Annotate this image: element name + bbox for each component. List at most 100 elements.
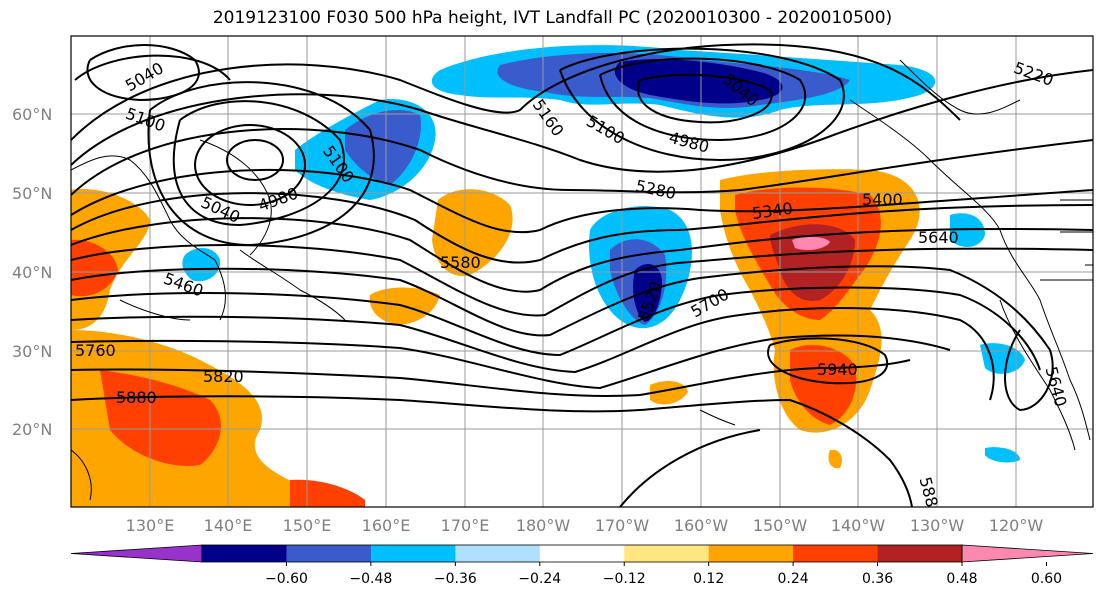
lon-label-160w: 160°W	[674, 516, 729, 535]
contour-label-5040-b: 5040	[198, 192, 243, 226]
contour-5400	[71, 192, 1093, 264]
lon-label-130w: 130°W	[910, 516, 965, 535]
pos-region-speck-1	[650, 380, 688, 405]
colorbar-segment	[286, 545, 372, 562]
contour-5520	[71, 244, 1093, 317]
contour-label-4980-b: 4980	[667, 128, 711, 157]
contour-label-5880: 5880	[116, 388, 157, 407]
contour-label-5580: 5580	[440, 253, 481, 272]
longitude-labels: 130°E 140°E 150°E 160°E 170°E 180°W 170°…	[126, 516, 1044, 535]
colorbar-segment	[539, 545, 625, 562]
contour-5640	[71, 286, 1041, 371]
colorbar-segment	[708, 545, 794, 562]
contour-low-4980-west	[226, 139, 284, 181]
colorbar-tick-label: 0.60	[1031, 571, 1062, 587]
contour-5700	[71, 307, 995, 401]
contour-label-5820: 5820	[203, 367, 244, 386]
pos-region-speck-3	[165, 477, 193, 492]
contour-5340	[71, 168, 1093, 234]
contour-label-5100-c: 5100	[583, 111, 628, 148]
colorbar-segment	[202, 545, 287, 562]
colorbar-tick-label: −0.48	[349, 571, 392, 587]
lat-label-60n: 60°N	[12, 105, 52, 124]
lon-label-180w: 180°W	[516, 516, 571, 535]
pos-region-west-tropics-mid	[100, 370, 221, 466]
lat-label-20n: 20°N	[12, 420, 52, 439]
lon-label-140e: 140°E	[204, 516, 253, 535]
contour-low-5040-west	[194, 124, 306, 206]
contour-5460	[71, 217, 1093, 293]
contour-5820	[71, 359, 911, 397]
contour-label-5220: 5220	[1011, 58, 1056, 90]
lat-label-40n: 40°N	[12, 263, 52, 282]
colorbar-tick-label: −0.12	[603, 571, 646, 587]
contour-label-5640-b: 5640	[1042, 365, 1071, 409]
contour-label-5280: 5280	[634, 176, 678, 203]
map-frame	[70, 35, 1094, 508]
pos-region-subtropical-east	[790, 345, 857, 425]
contour-5160-west	[147, 81, 375, 247]
contour-5580	[71, 265, 1054, 412]
contour-5100-west-upper	[74, 54, 231, 81]
lon-label-170w: 170°W	[595, 516, 650, 535]
colorbar-segment	[370, 545, 456, 562]
contour-label-588: 588	[915, 475, 941, 509]
colorbar-segment	[624, 545, 710, 562]
contour-label-5100-a: 5100	[123, 104, 168, 136]
colorbar-extend-high	[961, 544, 1094, 563]
contour-label-5940: 5940	[817, 360, 858, 379]
lon-label-150e: 150°E	[283, 516, 332, 535]
lon-label-150w: 150°W	[753, 516, 808, 535]
contour-5940	[767, 337, 888, 385]
colorbar-segment	[455, 545, 541, 562]
lon-label-170e: 170°E	[441, 516, 490, 535]
contour-5100-west	[172, 100, 345, 227]
contour-label-5400: 5400	[862, 190, 903, 209]
neg-region-north-pacific-core	[614, 59, 783, 104]
colorbar: −0.60 −0.48 −0.36 −0.24 −0.12 0.12 0.24 0.36 0.4…	[70, 544, 1094, 587]
lat-label-30n: 30°N	[12, 342, 52, 361]
height-contours	[71, 43, 1093, 507]
contour-label-5760: 5760	[75, 341, 116, 360]
lat-label-50n: 50°N	[12, 184, 52, 203]
colorbar-segment	[793, 545, 879, 562]
contour-4980-central	[637, 73, 773, 124]
neg-region-east-2	[985, 447, 1020, 463]
contour-5040-west-upper	[86, 44, 200, 102]
pos-region-west-tropics-south	[290, 479, 365, 507]
pos-region-speck-2	[828, 449, 842, 469]
neg-region-central-pacific-deep	[633, 264, 662, 322]
pos-region-northeast-pacific-peak	[792, 236, 830, 250]
contour-5880-south	[619, 429, 761, 507]
contour-label-5640-a: 5640	[918, 228, 959, 247]
contour-label-5700: 5700	[687, 285, 732, 322]
colorbar-tick-label: 0.48	[946, 571, 977, 587]
colorbar-extend-low	[70, 544, 203, 563]
lon-label-160e: 160°E	[362, 516, 411, 535]
colorbar-frame	[201, 544, 963, 563]
colorbar-tick-label: −0.36	[434, 571, 477, 587]
colorbar-tick-label: 0.24	[778, 571, 809, 587]
colorbar-tick-label: −0.24	[518, 571, 561, 587]
lon-label-120w: 120°W	[989, 516, 1044, 535]
contour-5760	[71, 334, 951, 390]
coastlines	[71, 59, 1093, 501]
pos-region-northeast-pacific-core	[770, 224, 855, 301]
contour-5220	[71, 69, 1093, 173]
lon-label-130e: 130°E	[126, 516, 175, 535]
latitude-labels: 60°N 50°N 40°N 30°N 20°N	[12, 105, 52, 439]
colorbar-segment	[877, 545, 963, 562]
contour-5040-central	[599, 57, 807, 142]
contour-label-4980-a: 4980	[256, 184, 301, 216]
contour-label-5160-a: 5160	[529, 96, 568, 140]
neg-region-japan	[182, 248, 221, 282]
map-title: 2019123100 F030 500 hPa height, IVT Land…	[212, 8, 893, 28]
contour-label-5040-a: 5040	[122, 58, 167, 95]
lon-label-140w: 140°W	[831, 516, 886, 535]
colorbar-tick-label: −0.60	[265, 571, 308, 587]
colorbar-tick-label: 0.36	[862, 571, 893, 587]
contour-5160	[71, 43, 961, 141]
contour-5880	[71, 395, 913, 507]
neg-region-okhotsk-core	[345, 110, 421, 185]
contour-5280	[71, 128, 1093, 196]
